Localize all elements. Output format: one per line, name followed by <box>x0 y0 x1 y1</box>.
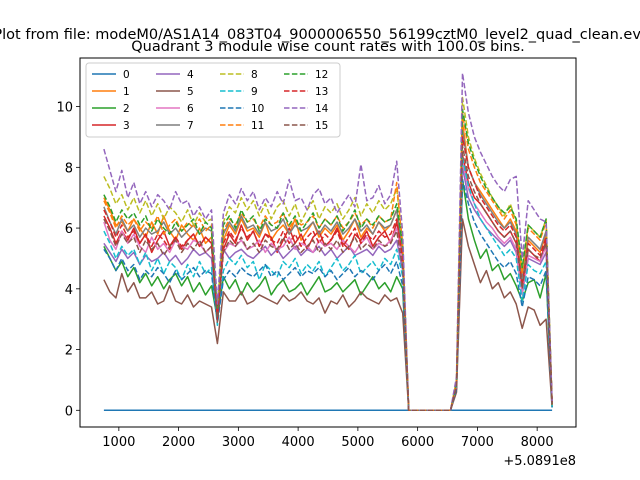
legend-box <box>85 62 341 138</box>
x-tick-label: 6000 <box>401 435 434 450</box>
series-line-8 <box>103 96 553 412</box>
x-offset-label: +5.0891e8 <box>503 454 576 469</box>
y-tick-label: 4 <box>65 283 73 298</box>
legend-label-15: 15 <box>315 120 328 132</box>
series-line-6 <box>103 160 553 412</box>
x-tick-label: 7000 <box>461 435 494 450</box>
figure-suptitle: Plot from file: modeM0/AS1A14_083T04_900… <box>0 27 640 43</box>
legend-label-12: 12 <box>315 69 328 81</box>
series-line-10 <box>103 178 553 412</box>
legend-label-1: 1 <box>123 86 130 98</box>
y-tick-label: 10 <box>56 101 73 116</box>
series-line-11 <box>103 111 553 412</box>
axes-frame <box>79 57 577 428</box>
y-tick-label: 6 <box>65 222 73 237</box>
series-line-4 <box>103 166 553 412</box>
legend-label-3: 3 <box>123 120 130 132</box>
x-tick-label: 4000 <box>282 435 315 450</box>
legend-label-2: 2 <box>123 103 130 115</box>
legend-label-6: 6 <box>187 103 194 115</box>
legend-label-8: 8 <box>251 69 258 81</box>
axes: 1000 2000 3000 4000 5000 6000 7000 8000 0 2 4 6 8 10 <box>56 101 553 450</box>
legend-label-10: 10 <box>251 103 264 115</box>
legend-label-14: 14 <box>315 103 329 115</box>
legend-label-11: 11 <box>251 120 264 132</box>
x-tick-label: 3000 <box>222 435 255 450</box>
legend-label-7: 7 <box>187 120 194 132</box>
x-tick-label: 5000 <box>341 435 374 450</box>
chart-title: Quadrant 3 module wise count rates with … <box>131 39 525 55</box>
series-line-9 <box>103 157 553 412</box>
y-tick-label: 2 <box>65 344 73 359</box>
x-tick-label: 1000 <box>102 435 135 450</box>
legend-label-4: 4 <box>187 69 194 81</box>
series-line-14 <box>103 72 553 412</box>
y-tick-label: 8 <box>65 161 73 176</box>
y-tick-label: 0 <box>65 404 73 419</box>
series-lines <box>103 72 553 412</box>
legend-label-9: 9 <box>251 86 258 98</box>
legend-label-5: 5 <box>187 86 194 98</box>
series-line-12 <box>103 108 553 412</box>
legend-label-13: 13 <box>315 86 328 98</box>
series-line-5 <box>103 218 553 412</box>
series-line-13 <box>103 136 553 412</box>
series-line-15 <box>103 145 553 412</box>
legend-label-0: 0 <box>123 69 130 81</box>
x-tick-label: 2000 <box>162 435 195 450</box>
series-line-2 <box>103 178 553 412</box>
x-tick-label: 8000 <box>521 435 554 450</box>
